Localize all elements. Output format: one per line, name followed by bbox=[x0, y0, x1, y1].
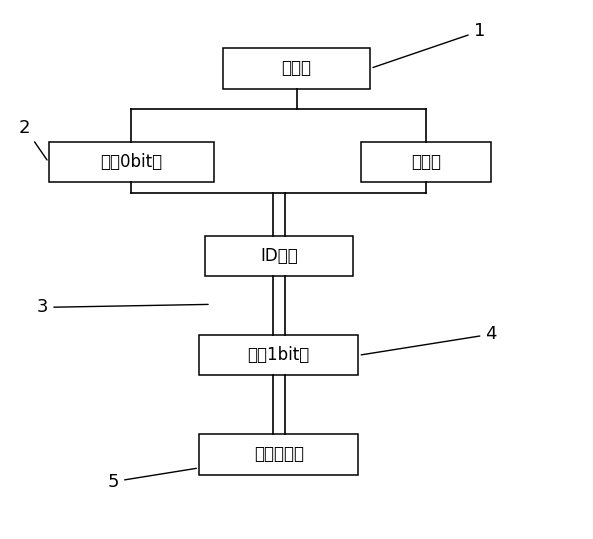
Text: 或运算: 或运算 bbox=[412, 153, 441, 171]
Text: 3: 3 bbox=[37, 299, 208, 316]
Text: 提取1bit位: 提取1bit位 bbox=[248, 346, 310, 364]
Text: 2: 2 bbox=[19, 119, 47, 160]
Bar bbox=[205, 236, 353, 276]
Bar bbox=[49, 142, 214, 182]
Text: ID取反: ID取反 bbox=[260, 247, 298, 265]
Text: 提取0bit位: 提取0bit位 bbox=[100, 153, 162, 171]
Text: 4: 4 bbox=[361, 325, 497, 355]
Text: 5: 5 bbox=[107, 468, 196, 490]
Bar bbox=[199, 434, 359, 475]
Bar bbox=[199, 335, 359, 375]
Text: 或运算: 或运算 bbox=[282, 59, 311, 78]
Text: 1: 1 bbox=[373, 22, 485, 67]
Bar bbox=[361, 142, 491, 182]
Text: 设置寄存器: 设置寄存器 bbox=[254, 446, 304, 464]
Bar bbox=[223, 49, 370, 88]
